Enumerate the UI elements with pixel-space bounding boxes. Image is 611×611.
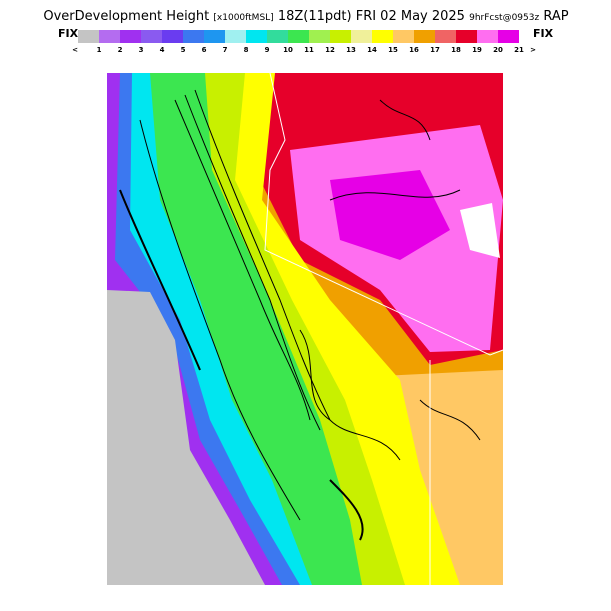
legend-label: 12 (325, 46, 335, 54)
region (460, 203, 500, 258)
legend-label: > (530, 46, 536, 54)
title-part: 18Z(11pdt) FRI 02 May 2025 (278, 9, 465, 24)
legend-swatch (141, 30, 162, 43)
legend-label: 4 (160, 46, 165, 54)
legend-swatch (99, 30, 120, 43)
legend-swatch (372, 30, 393, 43)
legend-swatch (78, 30, 99, 43)
fix-right: FIX (533, 27, 554, 40)
legend-swatch (246, 30, 267, 43)
legend-label: 6 (202, 46, 207, 54)
border (264, 72, 504, 356)
legend-swatch (393, 30, 414, 43)
contour (119, 189, 201, 371)
title-part: RAP (543, 9, 568, 24)
legend-label: 15 (388, 46, 398, 54)
legend-swatch (309, 30, 330, 43)
legend-label: 2 (118, 46, 123, 54)
fix-left: FIX (58, 27, 79, 40)
legend-swatch (456, 30, 477, 43)
legend-label: 21 (514, 46, 524, 54)
legend-swatch (498, 30, 519, 43)
legend-swatch (183, 30, 204, 43)
contour (184, 94, 321, 431)
contour (329, 189, 461, 201)
title: OverDevelopment Height [x1000ftMSL] 18Z(… (43, 9, 568, 24)
legend-label: 19 (472, 46, 482, 54)
contours (119, 89, 481, 541)
contour (329, 479, 364, 541)
legend-swatch (204, 30, 225, 43)
legend: <1 2 3 4 5 6 7 8 9 10 11 12 13 14 15 16 17 18 19 20 21 > (72, 30, 536, 54)
contour (194, 89, 331, 421)
title-part: OverDevelopment Height (43, 9, 209, 24)
legend-label: 3 (139, 46, 144, 54)
contour (419, 399, 481, 441)
legend-label: < (72, 46, 78, 54)
legend-swatch (267, 30, 288, 43)
borders (264, 72, 504, 585)
legend-label: 5 (181, 46, 186, 54)
title-part: [x1000ftMSL] (213, 13, 273, 23)
legend-swatch (225, 30, 246, 43)
contour (299, 329, 401, 461)
title-part: 9hrFcst@0953z (469, 13, 539, 23)
legend-swatch (162, 30, 183, 43)
legend-swatch (414, 30, 435, 43)
legend-swatch (351, 30, 372, 43)
legend-label: 1 (97, 46, 102, 54)
legend-label: 7 (223, 46, 228, 54)
legend-label: 11 (304, 46, 314, 54)
legend-label: 18 (451, 46, 461, 54)
legend-label: 8 (244, 46, 249, 54)
legend-swatch (120, 30, 141, 43)
contour (139, 119, 301, 521)
legend-swatch (435, 30, 456, 43)
legend-label: 16 (409, 46, 419, 54)
map (107, 72, 504, 585)
region (330, 170, 450, 260)
contour (379, 99, 431, 141)
legend-label: 20 (493, 46, 503, 54)
legend-label: 9 (265, 46, 270, 54)
legend-swatch (288, 30, 309, 43)
legend-label: 17 (430, 46, 440, 54)
contour (174, 99, 311, 421)
legend-label: 14 (367, 46, 377, 54)
legend-label: 13 (346, 46, 356, 54)
ocean (107, 290, 265, 585)
legend-swatch (477, 30, 498, 43)
legend-label: 10 (283, 46, 293, 54)
legend-swatch (330, 30, 351, 43)
